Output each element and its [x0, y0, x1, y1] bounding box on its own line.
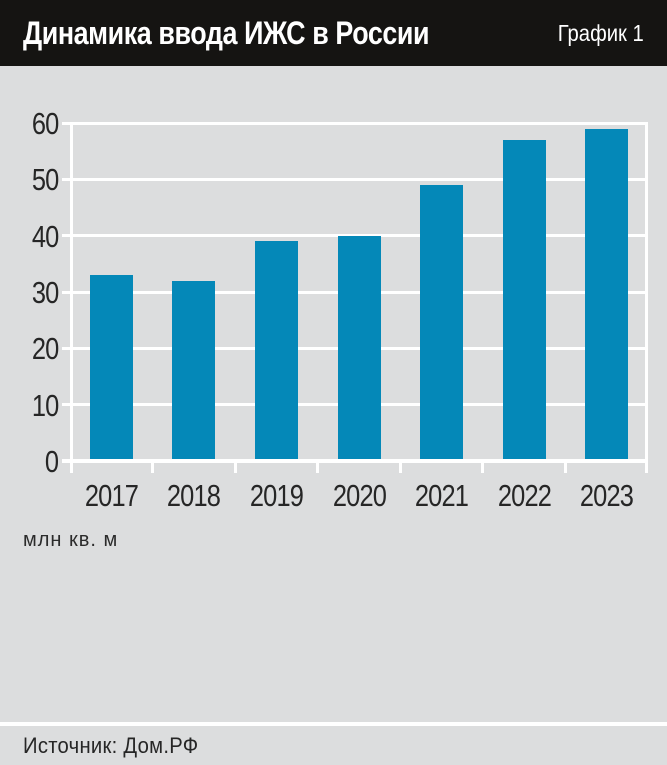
x-tick-label-2021: 2021 [414, 478, 469, 513]
y-tick-label-20: 20 [31, 331, 58, 367]
footer-divider [0, 722, 667, 726]
chart-header: Динамика ввода ИЖС в России График 1 [0, 0, 667, 66]
x-axis-tick [316, 459, 320, 473]
y-tick-label-0: 0 [44, 444, 59, 479]
plot-left-border [70, 123, 73, 473]
y-tick-label-30: 30 [31, 275, 58, 310]
y-tick-label-40: 40 [31, 218, 58, 254]
y-tick-label-50: 50 [31, 162, 58, 198]
chart-title: Динамика ввода ИЖС в России [23, 14, 430, 51]
bar-2020 [337, 235, 381, 461]
x-tick-label-2017: 2017 [84, 478, 139, 513]
x-tick-label-2020: 2020 [332, 478, 386, 513]
bar-2023 [585, 128, 629, 461]
plot-area [62, 121, 648, 473]
gridline-y-60 [62, 121, 648, 125]
x-axis-tick [398, 459, 402, 473]
x-tick-label-2018: 2018 [167, 478, 221, 513]
bar-2022 [502, 139, 546, 461]
x-axis-line [62, 459, 648, 463]
bar-2021 [420, 184, 464, 461]
bar-2018 [172, 280, 216, 461]
x-axis-tick [151, 459, 155, 473]
x-tick-label-2022: 2022 [497, 478, 552, 513]
y-axis-unit-label: млн кв. м [23, 529, 119, 551]
x-axis-tick [563, 459, 567, 473]
y-tick-label-60: 60 [31, 106, 58, 141]
bar-2019 [254, 241, 298, 461]
x-axis-tick [233, 459, 237, 473]
chart-number-badge: График 1 [557, 19, 644, 46]
source-caption: Источник: Дом.РФ [23, 733, 199, 758]
gridline-y-50 [62, 177, 648, 181]
plot-right-border [645, 123, 648, 473]
y-tick-label-10: 10 [31, 387, 58, 423]
bar-2017 [89, 275, 133, 461]
x-tick-label-2023: 2023 [580, 478, 634, 513]
x-tick-label-2019: 2019 [249, 478, 304, 513]
x-axis-tick [481, 459, 485, 473]
